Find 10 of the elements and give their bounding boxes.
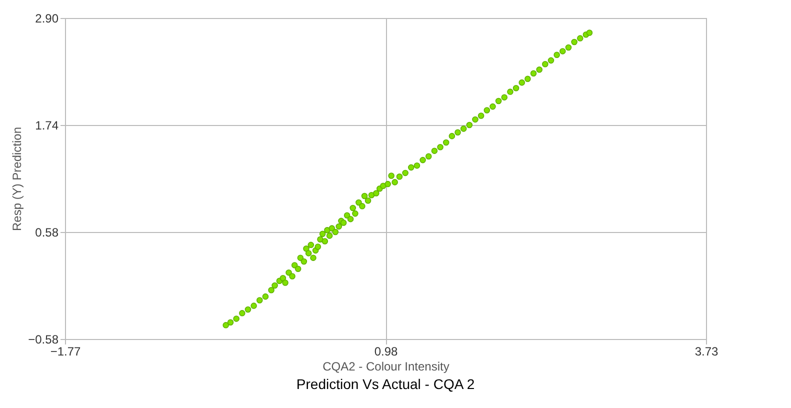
text: Prediction Vs Actual - CQA 2 bbox=[296, 376, 475, 392]
x-axis-title: CQA2 - Colour Intensity bbox=[322, 360, 450, 374]
x-tick-label: −1.77 bbox=[50, 344, 81, 358]
y-tick-label: 0.58 bbox=[35, 226, 59, 240]
y-axis-title: Resp (Y) Prediction bbox=[10, 126, 24, 232]
y-tick-label: 1.74 bbox=[35, 118, 59, 132]
y-tick-label: 2.90 bbox=[35, 12, 59, 26]
x-tick-label: 3.73 bbox=[694, 344, 718, 358]
x-tick-label: 0.98 bbox=[374, 344, 398, 358]
y-tick-label: −0.58 bbox=[28, 332, 59, 346]
